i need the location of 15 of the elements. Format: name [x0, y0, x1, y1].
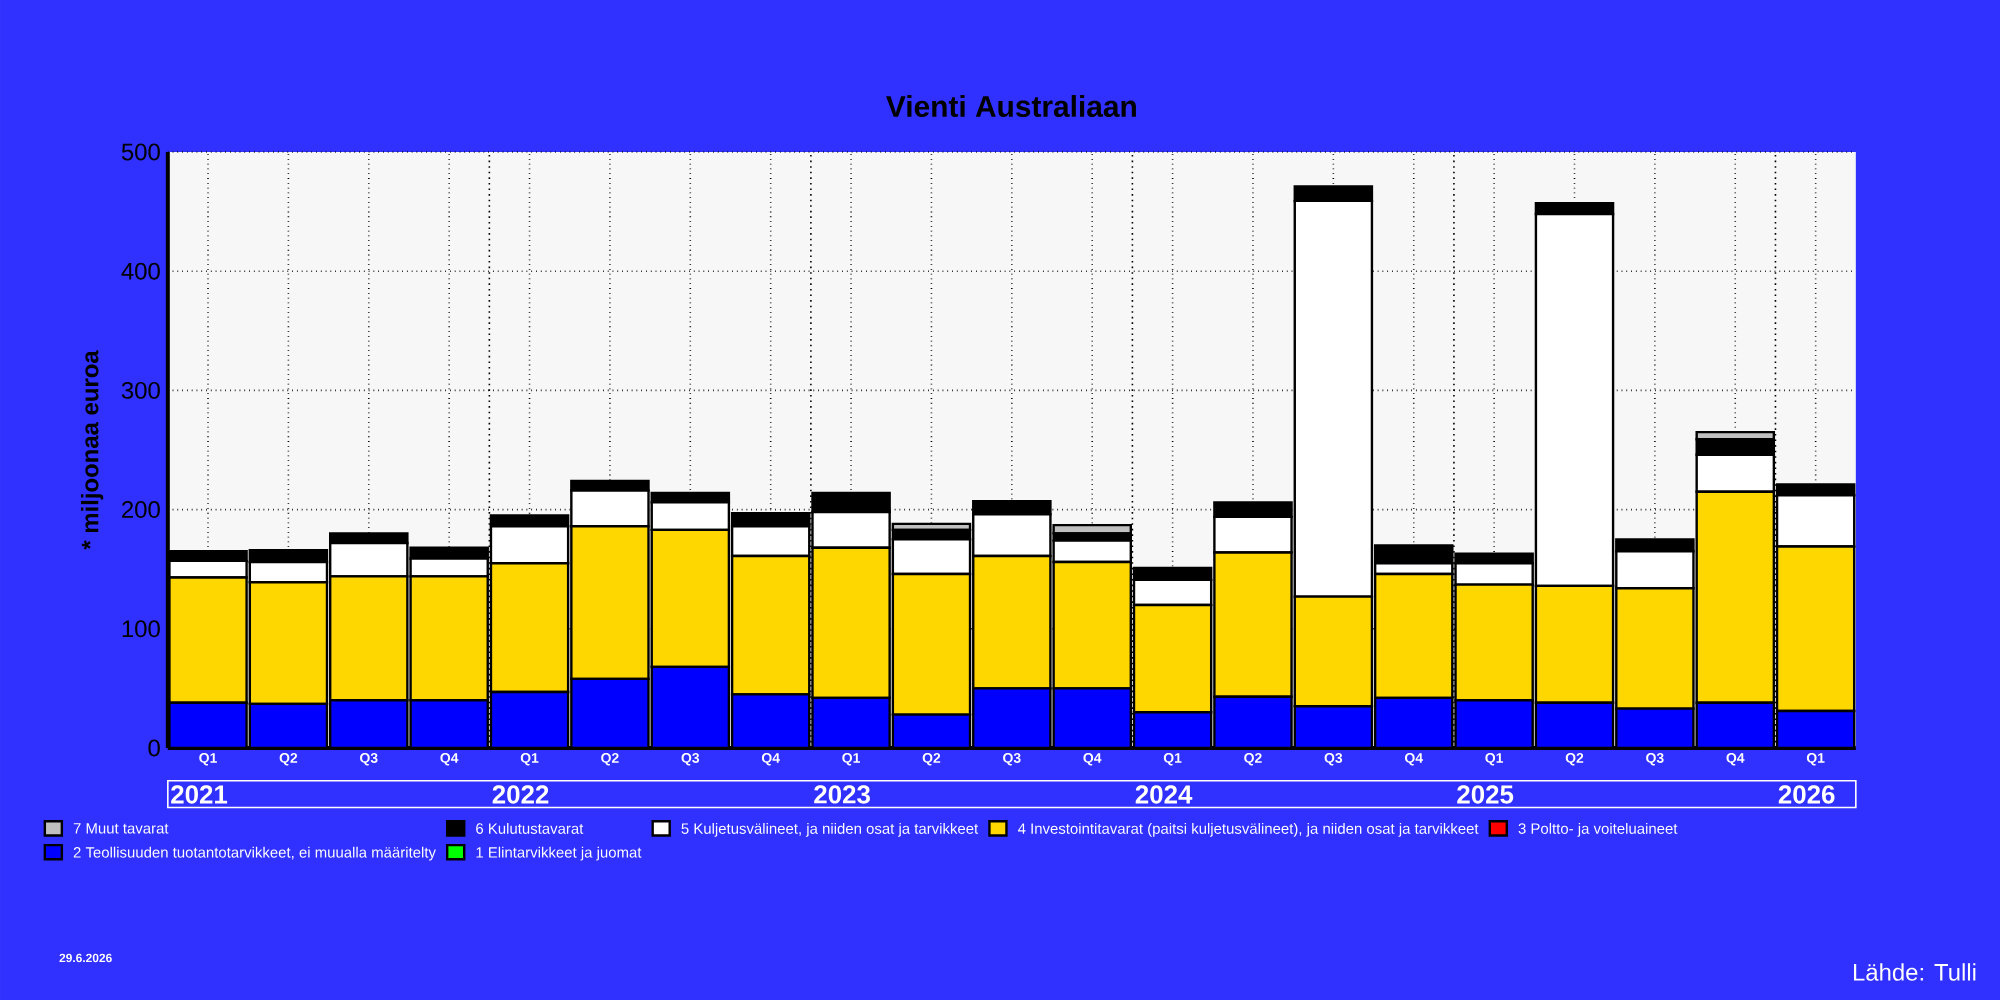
- text: 2023: [814, 785, 870, 804]
- y-tick-label: 500: [121, 143, 160, 161]
- y-tick-label: 400: [121, 262, 160, 280]
- text: 2026: [1778, 785, 1835, 804]
- text: 2024: [1135, 785, 1193, 804]
- y-tick-label: 0: [148, 739, 160, 757]
- text: 2022: [492, 785, 549, 804]
- text: 2025: [1457, 785, 1514, 804]
- text: 2021: [171, 785, 228, 804]
- chart-title: Vienti Australiaan: [886, 95, 1136, 117]
- y-tick-label: 100: [122, 620, 160, 638]
- y-tick-label: 300: [121, 381, 160, 399]
- y-tick-label: 200: [122, 501, 160, 519]
- text: Lähde: Tulli: [1853, 963, 1976, 981]
- y-axis-title: * miljoonaa euroa: [80, 350, 104, 550]
